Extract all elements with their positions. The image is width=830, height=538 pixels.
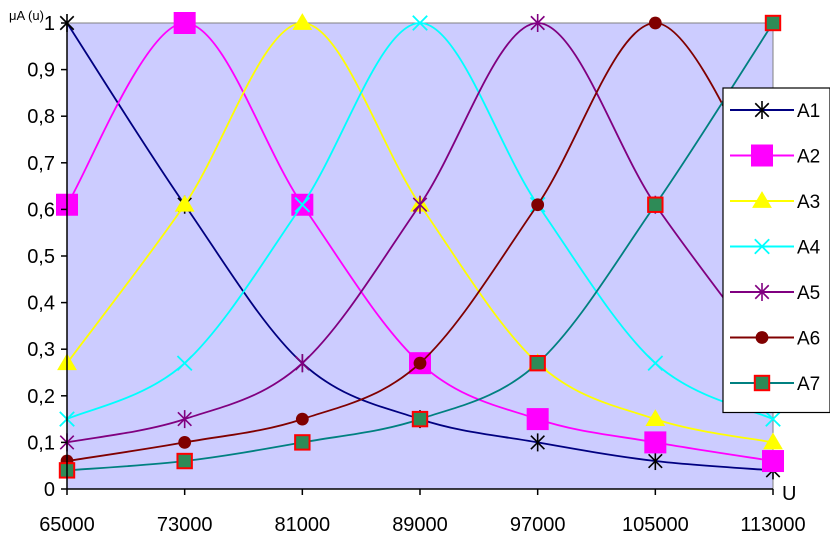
y-tick-label: 0,7: [27, 153, 55, 175]
data-point: [529, 354, 546, 372]
y-tick-label: 0,6: [27, 199, 55, 221]
y-axis-label: μA (u): [9, 8, 44, 23]
legend-label: A6: [797, 329, 820, 350]
legend-label: A4: [797, 238, 821, 259]
data-point: [752, 191, 772, 208]
legend: A1 A2 A3 A4 A5 A6 A7: [722, 87, 830, 414]
legend-label: A3: [797, 192, 820, 213]
data-point: [647, 355, 664, 372]
x-tick-label: 89000: [392, 514, 448, 536]
series-line: [66, 22, 774, 462]
x-tick-label: 81000: [275, 514, 331, 536]
y-tick-label: 0,8: [27, 106, 55, 128]
data-point: [177, 410, 192, 429]
data-point: [526, 408, 549, 431]
axis-layer: 0 0,1 0,2 0,3 0,4 0,5 0,6 0,7 0,8 0,9 1 65000 73000 8…: [27, 13, 805, 536]
data-point: [648, 16, 662, 30]
x-tick-label: 105000: [622, 514, 689, 536]
x-tick-label: 73000: [157, 514, 213, 536]
data-point: [295, 412, 309, 426]
data-point: [292, 13, 313, 30]
y-tick-label: 0: [44, 479, 55, 501]
legend-label: A2: [797, 147, 820, 168]
data-point: [645, 409, 666, 427]
legend-item-a7: A7: [730, 374, 820, 395]
legend-item-a2: A2: [730, 144, 820, 168]
data-point: [412, 195, 428, 214]
legend-item-a3: A3: [730, 191, 820, 213]
data-point: [647, 196, 664, 213]
legend-label: A1: [797, 101, 820, 122]
data-point: [755, 331, 769, 344]
x-tick-label: 113000: [740, 514, 805, 536]
legend-item-a1: A1: [730, 101, 820, 122]
y-tick-label: 0,2: [27, 386, 55, 408]
data-point: [294, 196, 311, 213]
series-layer: [56, 12, 784, 480]
x-tick-label: 65000: [39, 514, 95, 536]
y-tick-label: 1: [44, 13, 55, 35]
data-point: [763, 432, 783, 450]
data-point: [530, 14, 545, 32]
data-point: [178, 436, 192, 449]
x-tick-label: 97000: [510, 514, 566, 536]
data-point: [412, 15, 428, 31]
legend-item-a5: A5: [730, 283, 820, 304]
legend-item-a6: A6: [730, 329, 820, 350]
data-point: [176, 355, 193, 372]
data-point: [754, 101, 770, 119]
series-a7: [58, 14, 782, 479]
data-point: [754, 238, 770, 255]
legend-box: [722, 87, 830, 414]
data-point: [754, 283, 770, 301]
data-point: [751, 144, 773, 167]
data-point: [174, 194, 195, 212]
data-point: [176, 452, 193, 470]
data-point: [762, 450, 784, 473]
legend-label: A5: [797, 283, 820, 304]
data-point: [764, 14, 782, 32]
x-axis-label: U: [782, 483, 796, 505]
data-point: [295, 354, 310, 373]
data-point: [753, 374, 771, 392]
data-point: [765, 411, 781, 427]
series-line: [66, 22, 774, 462]
data-point: [648, 452, 663, 471]
data-point: [411, 410, 429, 428]
y-tick-label: 0,5: [27, 246, 55, 268]
series-line: [66, 22, 774, 472]
y-tick-label: 0,9: [27, 60, 55, 82]
legend-label: A7: [797, 374, 820, 395]
data-point: [531, 198, 545, 212]
y-tick-label: 0,4: [27, 293, 55, 315]
legend-item-a4: A4: [730, 238, 821, 259]
y-tick-label: 0,1: [27, 432, 55, 454]
data-point: [173, 12, 196, 34]
data-point: [413, 356, 427, 370]
data-point: [644, 431, 667, 454]
data-point: [294, 434, 311, 451]
y-tick-label: 0,3: [27, 339, 55, 361]
data-point: [530, 433, 545, 452]
